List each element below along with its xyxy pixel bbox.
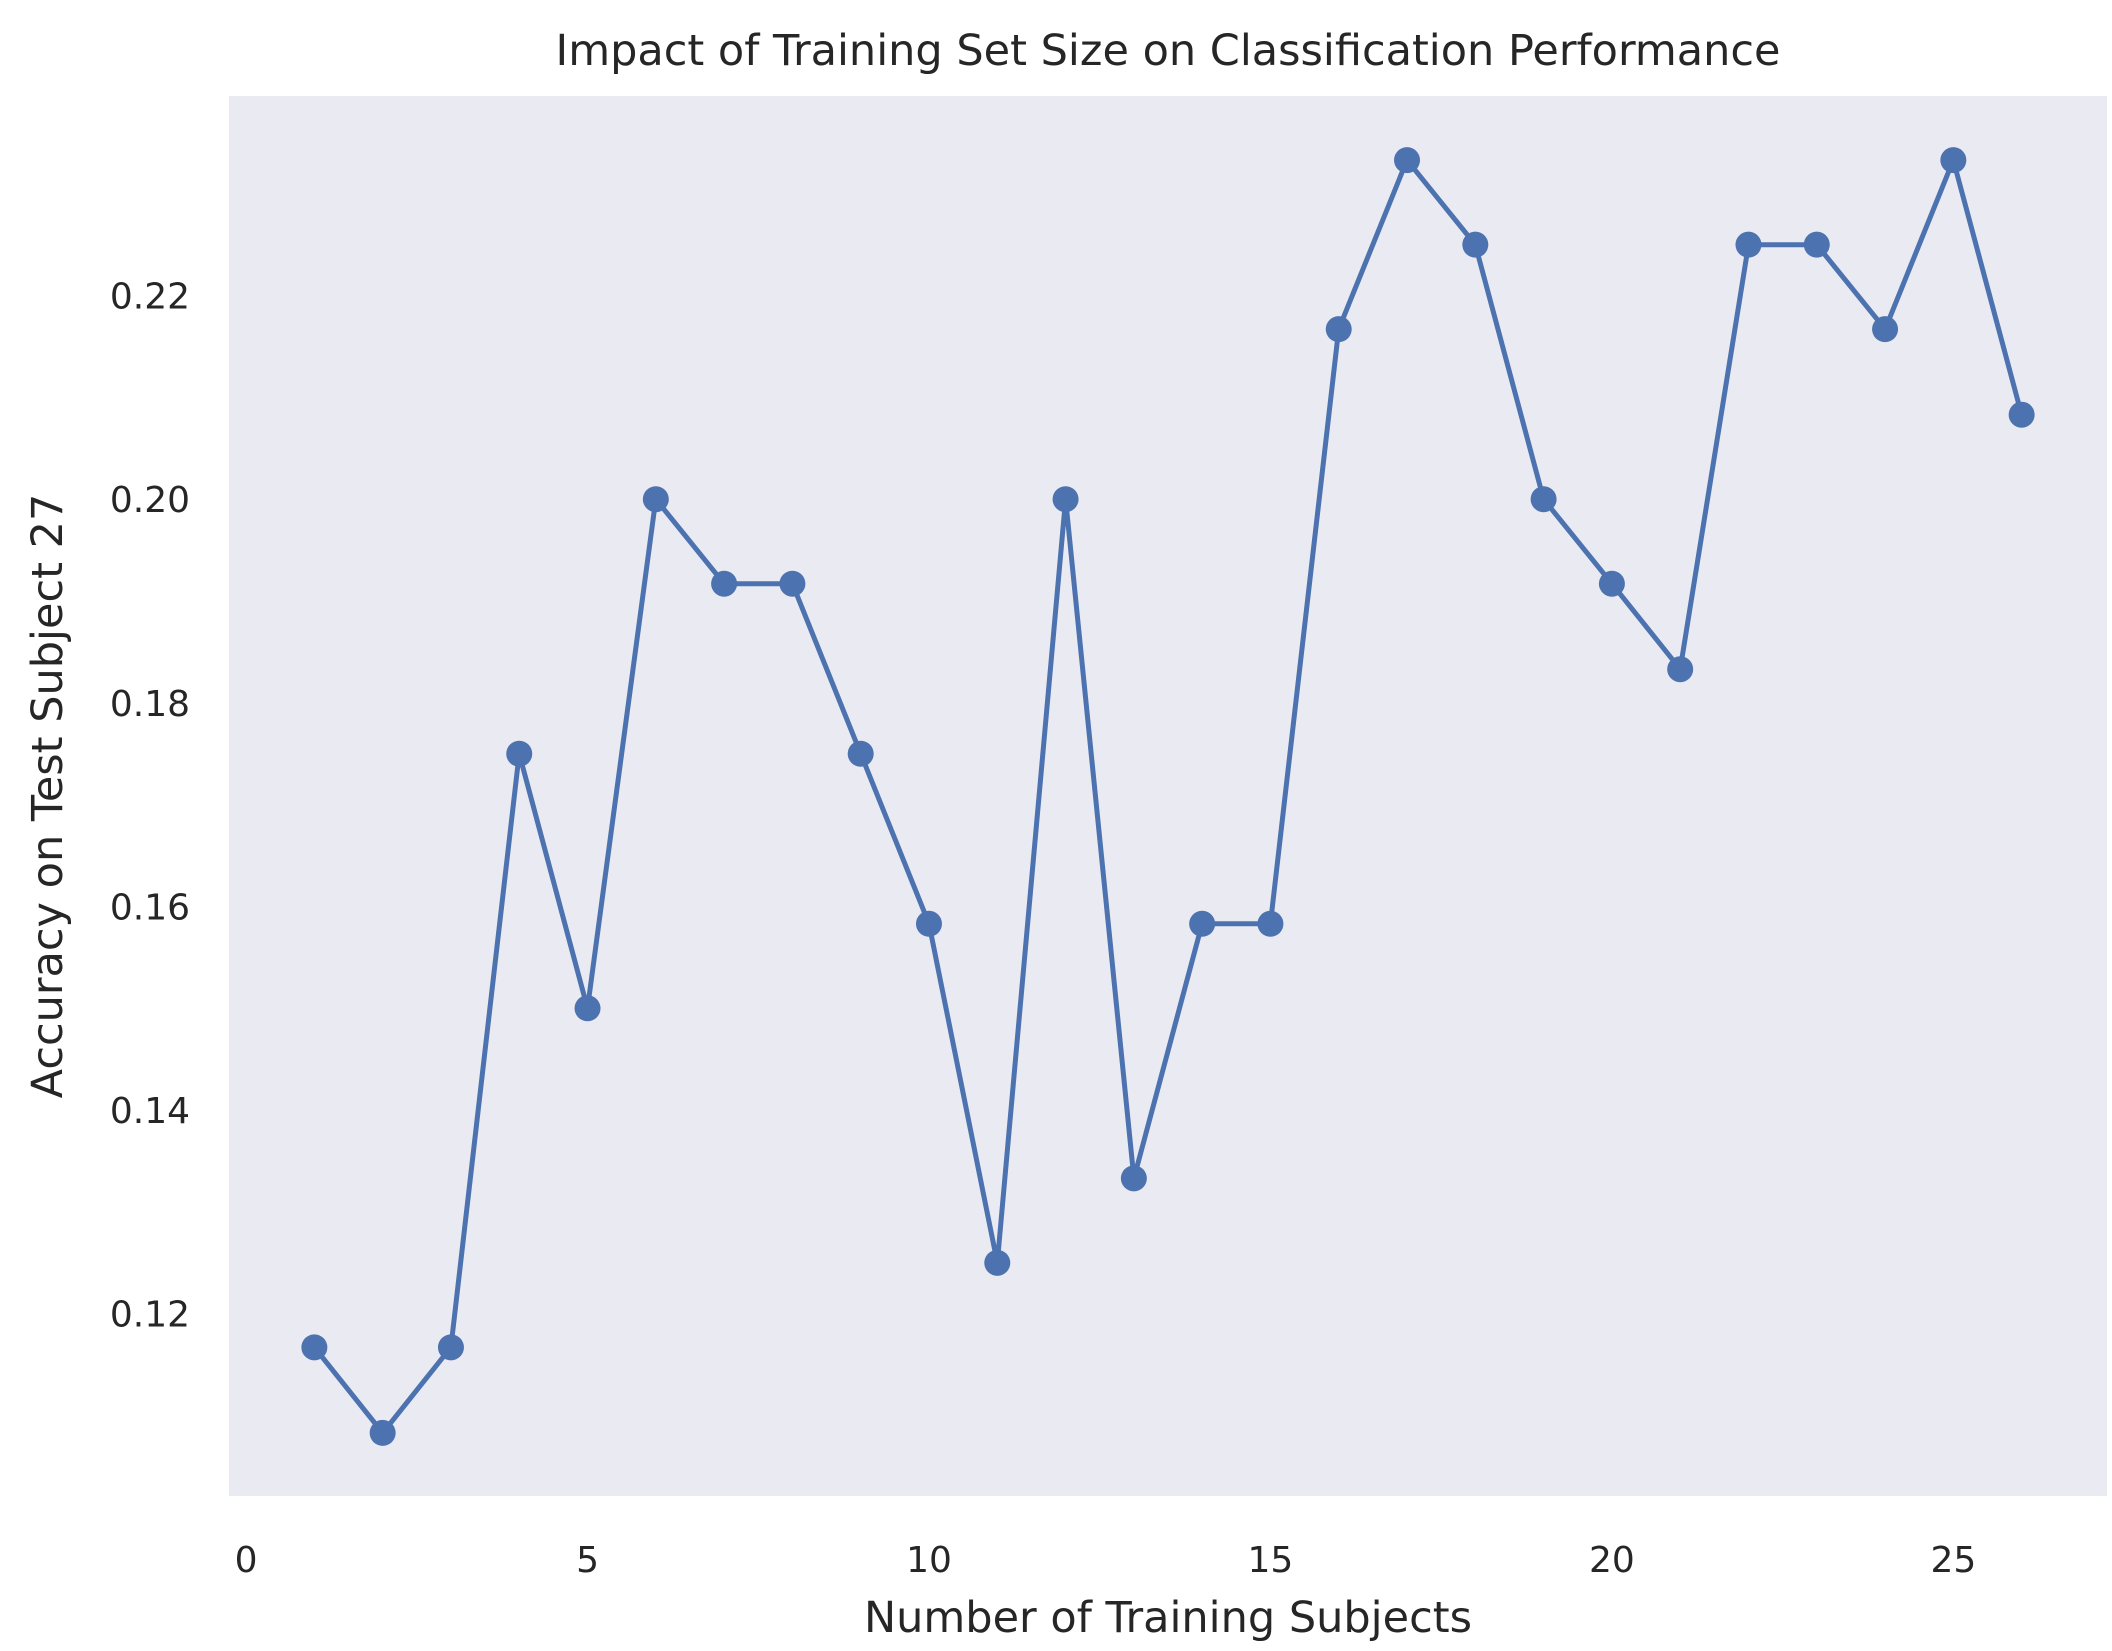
- data-point: [574, 995, 601, 1022]
- series-line: [312, 157, 2025, 1436]
- x-tick-label: 5: [576, 1540, 599, 1581]
- data-point: [1257, 910, 1284, 937]
- y-tick-label: 0.16: [110, 887, 190, 928]
- y-tick-label: 0.20: [110, 480, 190, 521]
- x-tick-label: 20: [1589, 1540, 1635, 1581]
- y-tick-label: 0.18: [110, 684, 190, 725]
- data-point: [1667, 656, 1694, 683]
- data-point: [1394, 147, 1421, 174]
- x-tick-label: 25: [1930, 1540, 1976, 1581]
- y-axis-label: Accuracy on Test Subject 27: [23, 494, 73, 1099]
- chart-title: Impact of Training Set Size on Classific…: [556, 26, 1781, 76]
- data-point: [1735, 231, 1762, 258]
- x-tick-label: 0: [235, 1540, 258, 1581]
- y-tick-label: 0.14: [110, 1091, 190, 1132]
- x-axis-ticks: 0 5 10 15 20 25: [235, 1540, 1977, 1581]
- data-point: [1530, 486, 1557, 513]
- data-point: [437, 1334, 464, 1361]
- x-tick-label: 10: [906, 1540, 952, 1581]
- x-axis-label: Number of Training Subjects: [864, 1593, 1472, 1643]
- data-point: [301, 1334, 328, 1361]
- data-point: [1120, 1165, 1147, 1192]
- y-axis-ticks: 0.12 0.14 0.16 0.18 0.20 0.22: [110, 277, 190, 1336]
- data-point: [369, 1419, 396, 1446]
- series-accuracy: [301, 147, 2035, 1446]
- data-point: [711, 570, 738, 597]
- data-point: [1940, 147, 1967, 174]
- data-point: [1803, 231, 1830, 258]
- y-tick-label: 0.22: [110, 277, 190, 318]
- data-point: [1189, 910, 1216, 937]
- data-point: [506, 740, 533, 767]
- data-point: [1872, 316, 1899, 343]
- data-point: [1325, 316, 1352, 343]
- data-point: [984, 1249, 1011, 1276]
- data-point: [1598, 570, 1625, 597]
- data-point: [779, 570, 806, 597]
- data-point: [2008, 401, 2035, 428]
- y-tick-label: 0.12: [110, 1295, 190, 1336]
- x-tick-label: 15: [1248, 1540, 1294, 1581]
- plot-area: [229, 96, 2107, 1496]
- data-point: [1052, 486, 1079, 513]
- data-point: [915, 910, 942, 937]
- data-point: [642, 486, 669, 513]
- data-point: [847, 740, 874, 767]
- data-point: [1462, 231, 1489, 258]
